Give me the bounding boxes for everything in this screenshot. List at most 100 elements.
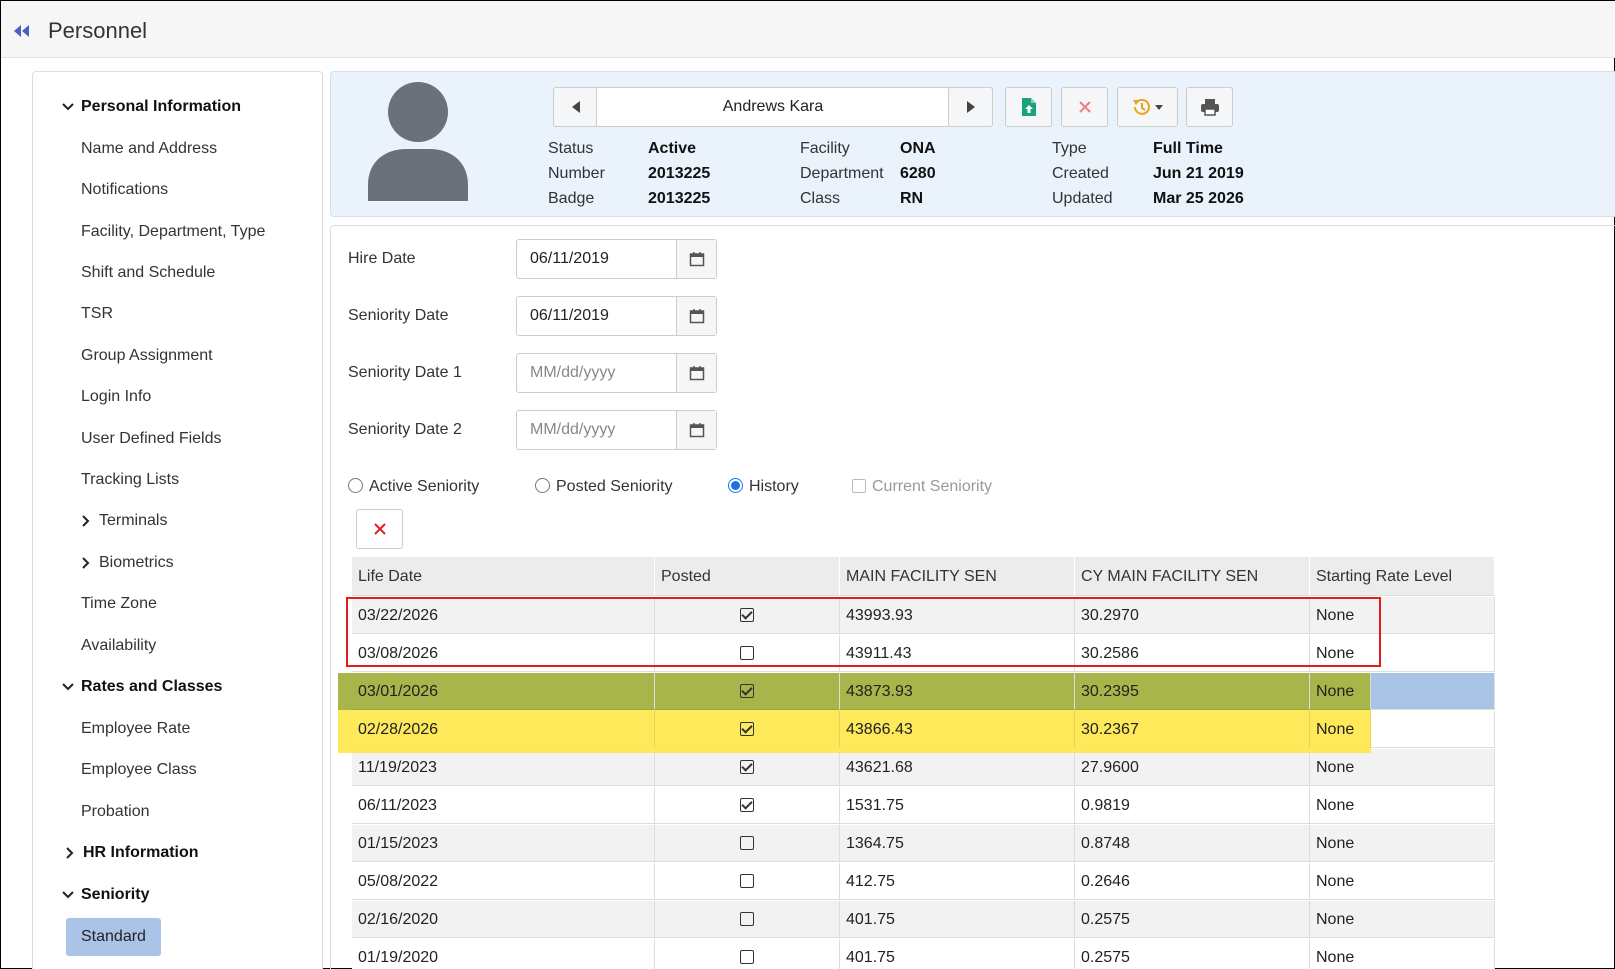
- facility-label: Facility: [800, 140, 850, 157]
- cell-starting-rate-level: None: [1310, 597, 1495, 634]
- delete-button[interactable]: [1061, 87, 1108, 127]
- sidebar-item-login-info[interactable]: Login Info: [81, 388, 152, 405]
- posted-seniority-radio[interactable]: Posted Seniority: [535, 478, 673, 496]
- sidebar-item-group-assignment[interactable]: Group Assignment: [81, 347, 213, 364]
- sidebar-item-employee-class[interactable]: Employee Class: [81, 761, 197, 778]
- sidebar-item-terminals[interactable]: Terminals: [79, 506, 167, 536]
- history-radio[interactable]: History: [728, 478, 799, 496]
- sidebar-section-seniority[interactable]: Seniority: [61, 880, 149, 910]
- overlay-cell: None: [1310, 711, 1371, 748]
- seniority-date-2-input[interactable]: MM/dd/yyyy: [530, 421, 616, 438]
- active-seniority-radio[interactable]: Active Seniority: [348, 478, 479, 496]
- history-icon: [1132, 98, 1163, 115]
- sidebar-item-probation[interactable]: Probation: [81, 803, 150, 820]
- checkbox[interactable]: [852, 478, 866, 493]
- calendar-button[interactable]: [676, 411, 716, 449]
- sidebar-section-personal-information[interactable]: Personal Information: [61, 92, 241, 122]
- column-header-starting-rate-level[interactable]: Starting Rate Level: [1310, 557, 1495, 596]
- unchecked-checkbox[interactable]: [740, 873, 754, 888]
- radio-button-selected[interactable]: [728, 478, 743, 494]
- sidebar-item-employee-rate[interactable]: Employee Rate: [81, 720, 191, 737]
- type-value: Full Time: [1153, 140, 1223, 157]
- unchecked-checkbox[interactable]: [740, 911, 754, 926]
- number-label: Number: [548, 165, 605, 182]
- history-dropdown-button[interactable]: [1117, 87, 1178, 127]
- badge-value: 2013225: [648, 190, 711, 207]
- clear-button[interactable]: [356, 509, 403, 549]
- sidebar-item-facility-department-type[interactable]: Facility, Department, Type: [81, 223, 266, 240]
- seniority-date-2-field[interactable]: MM/dd/yyyy: [516, 410, 717, 450]
- hire-date-input[interactable]: 06/11/2019: [530, 250, 609, 267]
- calendar-button[interactable]: [676, 297, 716, 335]
- unchecked-checkbox[interactable]: [740, 835, 754, 850]
- column-header-cy-main-facility-sen[interactable]: CY MAIN FACILITY SEN: [1075, 557, 1310, 596]
- calendar-button[interactable]: [676, 354, 716, 392]
- next-employee-button[interactable]: [948, 87, 993, 127]
- sidebar-section-rates-and-classes[interactable]: Rates and Classes: [61, 672, 222, 702]
- unchecked-checkbox[interactable]: [740, 645, 754, 660]
- table-row[interactable]: 03/08/2026 43911.43 30.2586 None: [352, 635, 1615, 672]
- previous-employee-button[interactable]: [553, 87, 598, 127]
- overlay-cell-posted: [655, 673, 840, 710]
- column-header-posted[interactable]: Posted: [655, 557, 840, 596]
- checked-checkbox[interactable]: [740, 721, 754, 736]
- radio-button[interactable]: [535, 478, 550, 494]
- print-button[interactable]: [1186, 87, 1233, 127]
- cell-cy-main-facility-sen: 0.2575: [1075, 901, 1310, 938]
- sidebar-item-tsr[interactable]: TSR: [81, 305, 113, 322]
- cell-life-date: 01/19/2020: [352, 939, 655, 969]
- overlay-cell: 02/28/2026: [352, 711, 655, 748]
- sidebar-item-shift-and-schedule[interactable]: Shift and Schedule: [81, 264, 216, 281]
- cell-cy-main-facility-sen: 30.2970: [1075, 597, 1310, 634]
- export-button[interactable]: [1005, 87, 1052, 127]
- cell-life-date: 03/22/2026: [352, 597, 655, 634]
- column-header-life-date[interactable]: Life Date: [352, 557, 655, 596]
- calendar-icon: [689, 252, 704, 267]
- sidebar-item-tracking-lists[interactable]: Tracking Lists: [81, 471, 180, 488]
- seniority-date-1-input[interactable]: MM/dd/yyyy: [530, 364, 616, 381]
- cell-life-date: 06/11/2023: [352, 787, 655, 824]
- table-row[interactable]: 05/08/2022 412.75 0.2646 None: [352, 863, 1615, 900]
- printer-icon: [1200, 99, 1219, 116]
- sidebar-item-name-and-address[interactable]: Name and Address: [81, 140, 218, 157]
- radio-button[interactable]: [348, 478, 363, 494]
- table-row[interactable]: 01/19/2020 401.75 0.2575 None: [352, 939, 1615, 969]
- seniority-date-field[interactable]: 06/11/2019: [516, 296, 717, 336]
- seniority-date-input[interactable]: 06/11/2019: [530, 307, 609, 324]
- sidebar-item-user-defined-fields[interactable]: User Defined Fields: [81, 430, 222, 447]
- sidebar-item-biometrics[interactable]: Biometrics: [79, 548, 174, 578]
- sidebar-item-availability[interactable]: Availability: [81, 637, 157, 654]
- sidebar-item-time-zone[interactable]: Time Zone: [81, 595, 157, 612]
- checked-checkbox[interactable]: [740, 759, 754, 774]
- chevron-down-icon: [61, 672, 75, 702]
- checked-checkbox[interactable]: [740, 683, 754, 698]
- checked-checkbox[interactable]: [740, 607, 754, 622]
- overlay-cell: 43866.43: [840, 711, 1075, 748]
- seniority-date-1-field[interactable]: MM/dd/yyyy: [516, 353, 717, 393]
- seniority-date-1-label: Seniority Date 1: [348, 364, 462, 381]
- double-chevron-left-icon[interactable]: [13, 24, 31, 38]
- table-header-row: Life Date Posted MAIN FACILITY SEN CY MA…: [352, 557, 1615, 596]
- seniority-date-2-label: Seniority Date 2: [348, 421, 462, 438]
- checked-checkbox[interactable]: [740, 797, 754, 812]
- cell-posted: [655, 635, 840, 672]
- employee-name-field[interactable]: Andrews Kara: [596, 87, 950, 127]
- sidebar-item-notifications[interactable]: Notifications: [81, 181, 169, 198]
- overlay-cell-posted: [655, 711, 840, 748]
- column-header-main-facility-sen[interactable]: MAIN FACILITY SEN: [840, 557, 1075, 596]
- table-row[interactable]: 11/19/2023 43621.68 27.9600 None: [352, 749, 1615, 786]
- current-seniority-checkbox[interactable]: Current Seniority: [852, 478, 992, 496]
- unchecked-checkbox[interactable]: [740, 949, 754, 964]
- table-row[interactable]: 03/22/2026 43993.93 30.2970 None: [352, 597, 1615, 634]
- overlay-cell: 30.2395: [1075, 673, 1310, 710]
- calendar-button[interactable]: [676, 240, 716, 278]
- seniority-form: [330, 225, 1615, 969]
- overlay-cell: 30.2367: [1075, 711, 1310, 748]
- sidebar-section-hr-information[interactable]: HR Information: [63, 838, 199, 868]
- sidebar-item-standard[interactable]: Standard: [66, 918, 161, 956]
- hire-date-field[interactable]: 06/11/2019: [516, 239, 717, 279]
- table-row[interactable]: 06/11/2023 1531.75 0.9819 None: [352, 787, 1615, 824]
- chevron-right-icon: [63, 838, 77, 868]
- table-row[interactable]: 01/15/2023 1364.75 0.8748 None: [352, 825, 1615, 862]
- table-row[interactable]: 02/16/2020 401.75 0.2575 None: [352, 901, 1615, 938]
